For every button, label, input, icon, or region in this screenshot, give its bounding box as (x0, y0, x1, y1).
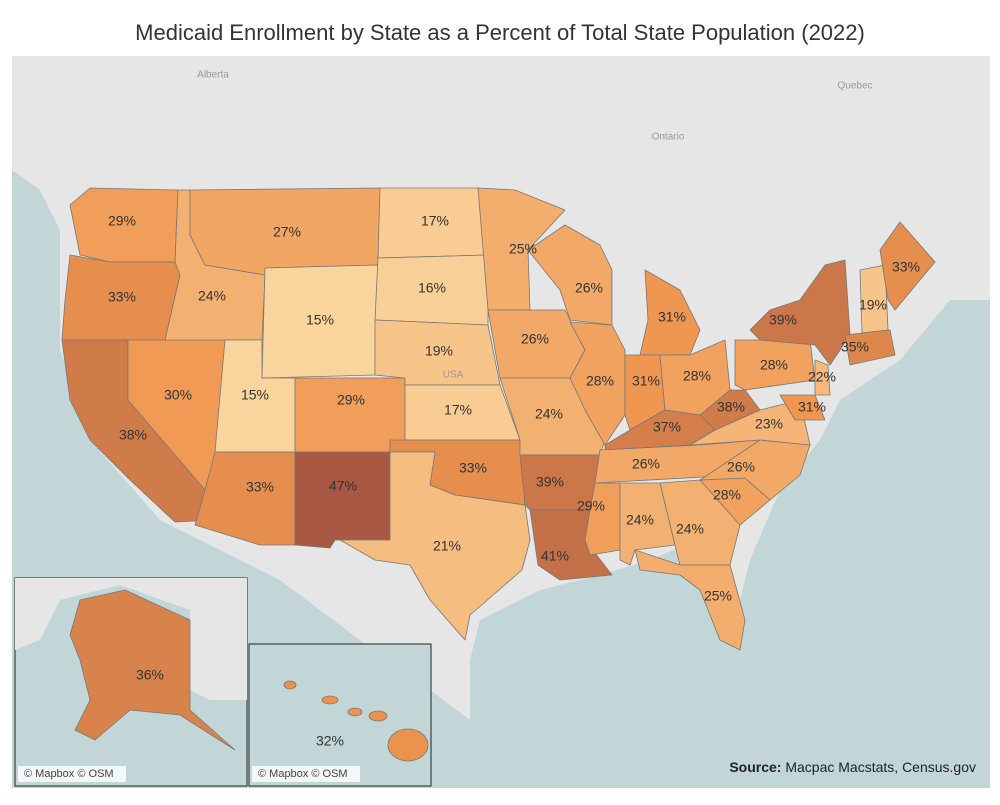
value-label: 30% (164, 387, 192, 403)
value-label: 31% (632, 373, 660, 389)
value-label: 28% (586, 373, 614, 389)
value-label: 38% (717, 399, 745, 415)
inset-states (69, 589, 429, 762)
value-label: 32% (316, 733, 344, 749)
value-label: 37% (653, 419, 681, 435)
value-label: 33% (892, 259, 920, 275)
value-label: 23% (755, 416, 783, 432)
value-label: 39% (536, 474, 564, 490)
attribution-bg (18, 766, 126, 782)
place-label: Alberta (197, 70, 229, 81)
place-label: Ontario (652, 132, 685, 143)
value-label: 17% (444, 402, 472, 418)
value-label: 24% (676, 521, 704, 537)
value-label: 36% (136, 667, 164, 683)
state (814, 359, 831, 396)
source-label: Source: (729, 759, 781, 775)
state (283, 680, 429, 762)
value-label: 26% (632, 456, 660, 472)
place-label: Quebec (837, 81, 872, 92)
value-label: 47% (329, 478, 357, 494)
value-label: 24% (198, 288, 226, 304)
value-label: 33% (459, 460, 487, 476)
state (699, 389, 761, 431)
value-label: 29% (108, 213, 136, 229)
state (634, 549, 746, 651)
state (339, 451, 531, 641)
value-label: 28% (683, 368, 711, 384)
state (294, 377, 406, 453)
value-label: 24% (626, 512, 654, 528)
attribution-bg (252, 766, 360, 782)
value-label: 31% (658, 309, 686, 325)
value-labels: 29% 33% 38% 30% 24% 27% 15% 15% 33% 29% 47% 17% 16% 1… (108, 213, 920, 749)
value-label: 25% (509, 241, 537, 257)
value-label: 26% (727, 459, 755, 475)
value-label: 26% (575, 280, 603, 296)
source: Source: Macpac Macstats, Census.gov (729, 759, 976, 775)
value-label: 41% (541, 548, 569, 564)
hawaii-inset (248, 643, 432, 787)
state (749, 259, 851, 366)
state (527, 224, 613, 326)
value-label: 33% (246, 479, 274, 495)
value-label: 38% (119, 427, 147, 443)
state (879, 221, 936, 311)
value-label: 19% (425, 343, 453, 359)
attribution: © Mapbox © OSM (258, 768, 348, 780)
value-label: 39% (769, 312, 797, 328)
value-label: 35% (841, 339, 869, 355)
state (294, 451, 391, 549)
value-label: 28% (760, 357, 788, 373)
value-label: 25% (704, 588, 732, 604)
inset-land (15, 578, 247, 700)
value-label: 16% (418, 280, 446, 296)
value-label: 22% (808, 369, 836, 385)
value-label: 26% (521, 331, 549, 347)
value-label: 15% (241, 387, 269, 403)
value-label: 29% (577, 498, 605, 514)
value-label: 24% (535, 406, 563, 422)
state (844, 329, 896, 366)
value-label: 15% (306, 312, 334, 328)
value-label: 31% (798, 399, 826, 415)
value-label: 27% (273, 224, 301, 240)
states (61, 187, 936, 651)
value-label: 19% (859, 297, 887, 313)
value-label: 17% (421, 213, 449, 229)
source-text: Macpac Macstats, Census.gov (785, 759, 976, 775)
state (779, 394, 826, 421)
value-label: 33% (108, 289, 136, 305)
value-label: 28% (713, 487, 741, 503)
state (69, 589, 236, 751)
title: Medicaid Enrollment by State as a Percen… (135, 20, 865, 45)
value-label: 29% (337, 392, 365, 408)
place-label: USA (443, 370, 464, 381)
attribution: © Mapbox © OSM (24, 768, 114, 780)
value-label: 21% (433, 538, 461, 554)
